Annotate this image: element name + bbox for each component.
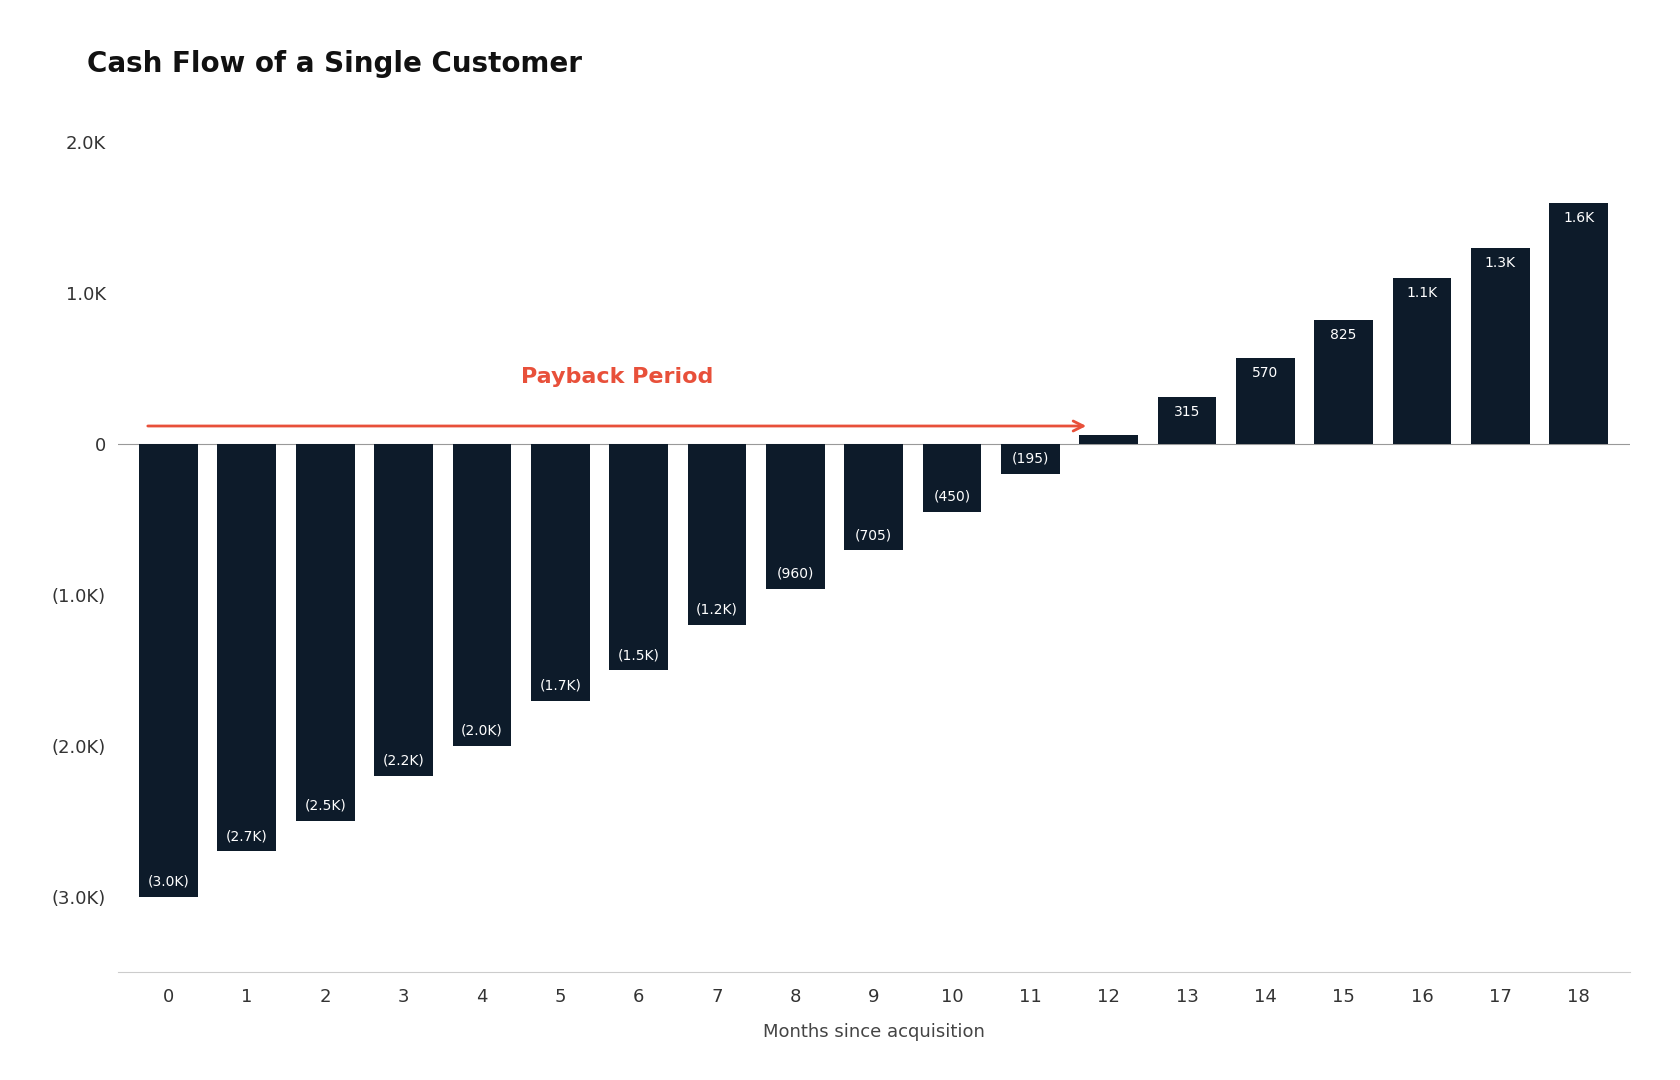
Text: (2.0K): (2.0K) bbox=[460, 724, 502, 738]
Text: 1.3K: 1.3K bbox=[1485, 256, 1515, 270]
Text: (2.7K): (2.7K) bbox=[227, 829, 267, 843]
Text: (960): (960) bbox=[776, 567, 813, 581]
Text: 315: 315 bbox=[1174, 405, 1200, 419]
Text: (705): (705) bbox=[855, 528, 892, 542]
Bar bbox=[1472, 248, 1530, 444]
Text: Payback Period: Payback Period bbox=[521, 367, 714, 387]
Bar bbox=[766, 444, 825, 589]
X-axis label: Months since acquisition: Months since acquisition bbox=[763, 1023, 984, 1041]
Text: (2.2K): (2.2K) bbox=[383, 754, 425, 768]
Bar bbox=[1549, 203, 1608, 444]
Bar bbox=[217, 444, 276, 851]
Bar bbox=[1314, 320, 1373, 444]
Text: (3.0K): (3.0K) bbox=[148, 875, 190, 888]
Bar bbox=[1236, 359, 1295, 444]
Bar bbox=[922, 444, 981, 512]
Text: (1.7K): (1.7K) bbox=[539, 678, 581, 692]
Text: (195): (195) bbox=[1011, 451, 1048, 465]
Bar bbox=[452, 444, 511, 746]
Bar bbox=[845, 444, 902, 551]
Bar bbox=[375, 444, 433, 775]
Text: (1.2K): (1.2K) bbox=[696, 603, 738, 617]
Text: 60: 60 bbox=[1100, 418, 1117, 432]
Text: 1.6K: 1.6K bbox=[1562, 211, 1594, 225]
Bar bbox=[610, 444, 669, 671]
Bar bbox=[296, 444, 354, 821]
Text: (450): (450) bbox=[934, 489, 971, 503]
Bar bbox=[687, 444, 746, 625]
Text: Cash Flow of a Single Customer: Cash Flow of a Single Customer bbox=[87, 50, 583, 78]
Bar bbox=[1079, 435, 1137, 444]
Bar bbox=[139, 444, 198, 896]
Bar bbox=[1001, 444, 1060, 473]
Text: 825: 825 bbox=[1331, 328, 1357, 342]
Text: (1.5K): (1.5K) bbox=[618, 648, 660, 662]
Text: 570: 570 bbox=[1252, 366, 1278, 380]
Bar bbox=[531, 444, 590, 701]
Bar bbox=[1393, 279, 1452, 444]
Text: 1.1K: 1.1K bbox=[1406, 286, 1438, 300]
Text: (2.5K): (2.5K) bbox=[304, 799, 346, 813]
Bar bbox=[1158, 396, 1216, 444]
